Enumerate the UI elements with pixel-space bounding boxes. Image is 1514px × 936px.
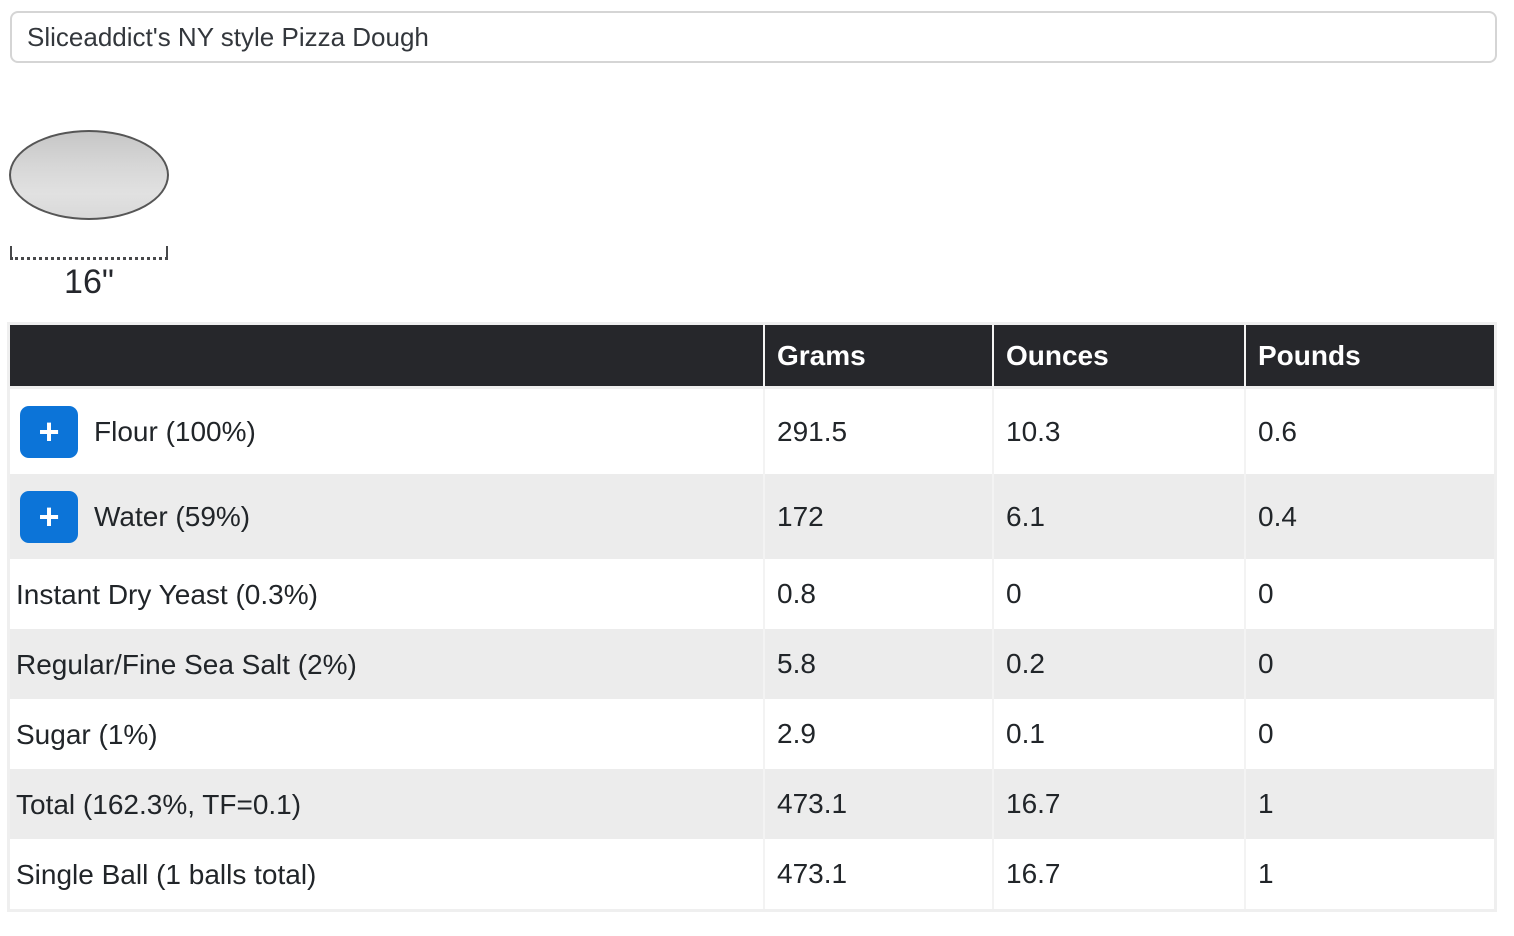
table-row: Regular/Fine Sea Salt (2%) 5.8 0.2 0	[10, 629, 1494, 699]
ounces-value: 16.7	[992, 839, 1244, 909]
ingredient-label: Sugar (1%)	[16, 718, 158, 750]
ounces-value: 10.3	[992, 389, 1244, 474]
ingredients-table: Grams Ounces Pounds + Flour (100%) 291.5 10.3…	[7, 322, 1497, 912]
ounces-value: 0.2	[992, 629, 1244, 699]
table-row: Sugar (1%) 2.9 0.1 0	[10, 699, 1494, 769]
table-row: Total (162.3%, TF=0.1) 473.1 16.7 1	[10, 769, 1494, 839]
ingredient-cell: Total (162.3%, TF=0.1)	[10, 769, 763, 839]
ingredient-label: Total (162.3%, TF=0.1)	[16, 788, 302, 820]
recipe-name-input[interactable]	[10, 11, 1497, 63]
pounds-value: 0	[1244, 559, 1494, 629]
ingredient-cell: Single Ball (1 balls total)	[10, 839, 763, 909]
pounds-value: 0	[1244, 629, 1494, 699]
grams-value: 5.8	[763, 629, 992, 699]
ingredient-cell: + Flour (100%)	[10, 389, 763, 474]
pounds-value: 0.4	[1244, 474, 1494, 559]
ounces-value: 6.1	[992, 474, 1244, 559]
grams-value: 473.1	[763, 839, 992, 909]
ounces-value: 0	[992, 559, 1244, 629]
pizza-dough-ellipse	[9, 130, 169, 220]
grams-value: 291.5	[763, 389, 992, 474]
pounds-value: 1	[1244, 839, 1494, 909]
pounds-value: 1	[1244, 769, 1494, 839]
header-row: Grams Ounces Pounds	[10, 325, 1494, 389]
pounds-value: 0	[1244, 699, 1494, 769]
add-ingredient-button[interactable]: +	[20, 490, 78, 543]
ingredient-label: Regular/Fine Sea Salt (2%)	[16, 648, 357, 680]
grams-value: 0.8	[763, 559, 992, 629]
ounces-value: 0.1	[992, 699, 1244, 769]
grams-value: 172	[763, 474, 992, 559]
table-header: Grams Ounces Pounds	[10, 325, 1494, 389]
column-header-grams: Grams	[763, 325, 992, 389]
ingredient-cell: Sugar (1%)	[10, 699, 763, 769]
ingredient-cell: Instant Dry Yeast (0.3%)	[10, 559, 763, 629]
diameter-ruler	[10, 246, 168, 260]
table-row: Instant Dry Yeast (0.3%) 0.8 0 0	[10, 559, 1494, 629]
ingredient-label: Single Ball (1 balls total)	[16, 858, 317, 890]
ounces-value: 16.7	[992, 769, 1244, 839]
table-body: + Flour (100%) 291.5 10.3 0.6 + Water (59%) 172…	[10, 389, 1494, 909]
column-header-ounces: Ounces	[992, 325, 1244, 389]
ingredient-label: Water (59%)	[94, 500, 251, 532]
pounds-value: 0.6	[1244, 389, 1494, 474]
grams-value: 473.1	[763, 769, 992, 839]
table-row: + Flour (100%) 291.5 10.3 0.6	[10, 389, 1494, 474]
column-header-ingredient	[10, 325, 763, 389]
ingredient-label: Instant Dry Yeast (0.3%)	[16, 578, 318, 610]
table-row: Single Ball (1 balls total) 473.1 16.7 1	[10, 839, 1494, 909]
diameter-label: 16"	[64, 263, 114, 301]
ingredient-cell: Regular/Fine Sea Salt (2%)	[10, 629, 763, 699]
table-row: + Water (59%) 172 6.1 0.4	[10, 474, 1494, 559]
ingredient-cell: + Water (59%)	[10, 474, 763, 559]
column-header-pounds: Pounds	[1244, 325, 1494, 389]
grams-value: 2.9	[763, 699, 992, 769]
add-ingredient-button[interactable]: +	[20, 405, 78, 458]
ingredient-label: Flour (100%)	[94, 415, 256, 447]
